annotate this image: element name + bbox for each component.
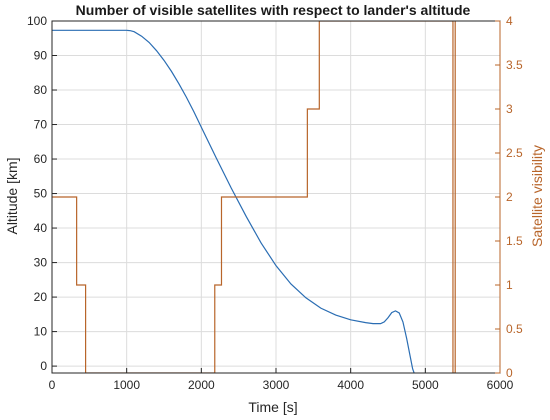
y-left-tick-label: 80 <box>34 83 48 97</box>
axes: 0 1000 2000 3000 4000 5000 6000010203040506070… <box>27 14 523 392</box>
y-axis-right-label: Satellite visibility <box>529 145 545 247</box>
y-right-tick-label: 2.5 <box>506 146 523 160</box>
x-tick-label: 1000 <box>113 378 140 392</box>
x-tick-label: 0 <box>49 378 56 392</box>
y-left-tick-label: 100 <box>27 14 47 28</box>
x-tick-label: 4000 <box>337 378 364 392</box>
y-left-tick-label: 20 <box>34 290 48 304</box>
y-right-tick-label: 2 <box>506 190 513 204</box>
x-tick-label: 6000 <box>487 378 514 392</box>
visibility-series-line <box>52 21 456 373</box>
chart-title: Number of visible satellites with respec… <box>76 2 471 18</box>
y-left-tick-label: 90 <box>34 49 48 63</box>
y-left-tick-label: 40 <box>34 221 48 235</box>
y-right-tick-label: 1.5 <box>506 234 523 248</box>
altitude-series-line <box>52 29 415 373</box>
x-tick-label: 2000 <box>188 378 215 392</box>
y-left-tick-label: 10 <box>34 325 48 339</box>
y-axis-left-label: Altitude [km] <box>4 157 20 234</box>
y-left-tick-label: 50 <box>34 187 48 201</box>
x-axis-label: Time [s] <box>248 399 297 415</box>
y-left-tick-label: 70 <box>34 118 48 132</box>
y-right-tick-label: 4 <box>506 14 513 28</box>
y-right-tick-label: 0 <box>506 366 513 380</box>
y-right-tick-label: 3 <box>506 102 513 116</box>
y-right-tick-label: 3.5 <box>506 58 523 72</box>
plot-area <box>52 21 456 373</box>
y-left-tick-label: 30 <box>34 256 48 270</box>
y-left-tick-label: 60 <box>34 152 48 166</box>
x-tick-label: 3000 <box>263 378 290 392</box>
y-left-tick-label: 0 <box>40 359 47 373</box>
y-right-tick-label: 1 <box>506 278 513 292</box>
y-right-tick-label: 0.5 <box>506 322 523 336</box>
x-tick-label: 5000 <box>412 378 439 392</box>
